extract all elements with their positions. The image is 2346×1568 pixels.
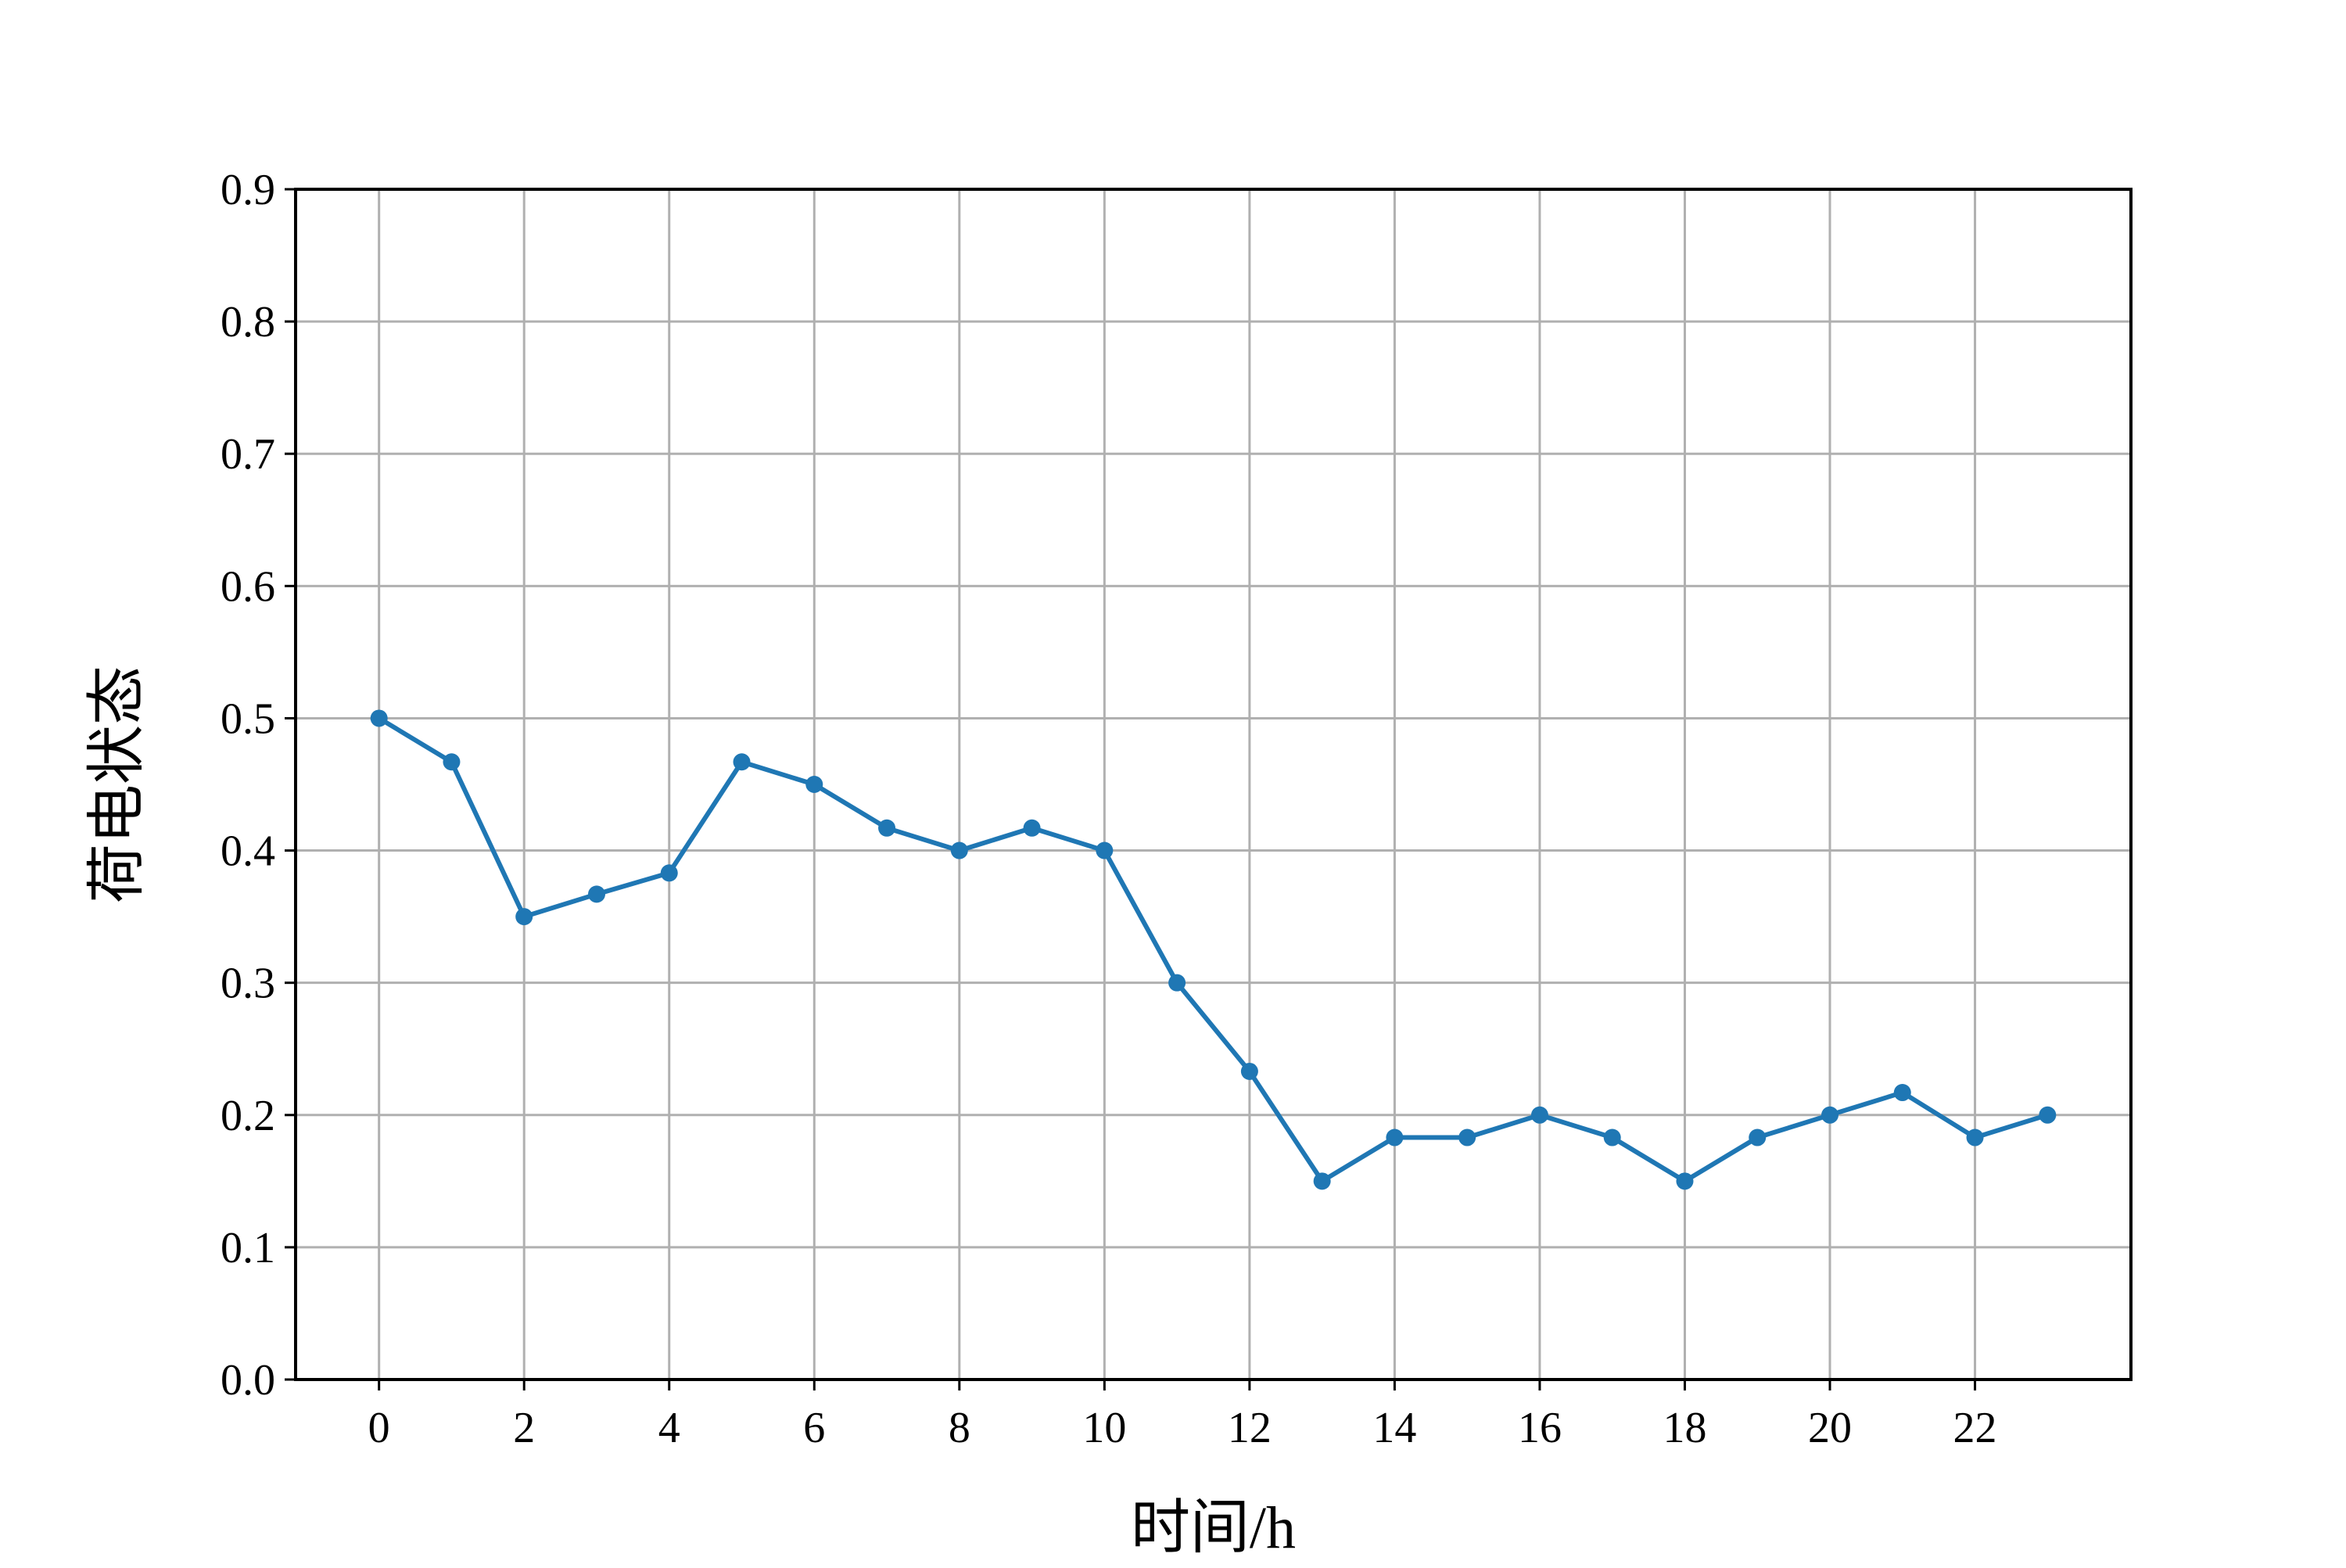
data-point <box>950 841 968 859</box>
x-tick-label: 8 <box>949 1404 970 1452</box>
data-point <box>1966 1128 1984 1146</box>
data-point <box>660 864 678 882</box>
data-point <box>2039 1106 2057 1124</box>
x-tick-label: 4 <box>658 1404 680 1452</box>
y-tick-label: 0.9 <box>221 166 275 214</box>
x-axis-label: 时间/h <box>1131 1495 1296 1561</box>
data-point <box>1749 1128 1767 1146</box>
data-point <box>1821 1106 1839 1124</box>
data-point <box>878 819 896 837</box>
y-axis-label: 荷电状态 <box>84 666 150 903</box>
data-point <box>587 885 605 903</box>
data-point <box>805 776 823 793</box>
data-point <box>1530 1106 1548 1124</box>
y-tick-label: 0.3 <box>221 960 275 1008</box>
x-tick-label: 10 <box>1082 1404 1126 1452</box>
series-layer <box>370 709 2057 1190</box>
data-point <box>733 753 751 771</box>
x-tick-label: 6 <box>803 1404 825 1452</box>
data-point <box>515 908 533 926</box>
x-tick-label: 20 <box>1808 1404 1852 1452</box>
y-tick-label: 0.7 <box>221 430 275 479</box>
data-point <box>1458 1128 1476 1146</box>
x-tick-label: 14 <box>1372 1404 1416 1452</box>
series-line <box>376 716 2050 1184</box>
x-tick-label: 12 <box>1228 1404 1272 1452</box>
y-tick-label: 0.0 <box>221 1356 275 1405</box>
data-point <box>443 753 461 771</box>
ticks: 0 2 4 6 8 10 12 14 16 18 20 22 0.0 0.1 0.2 0.3 0.4 0.5 0.6… <box>221 166 1997 1452</box>
data-point <box>1893 1084 1911 1102</box>
y-tick-label: 0.8 <box>221 298 275 346</box>
data-point <box>1240 1062 1258 1080</box>
data-point <box>1313 1172 1331 1190</box>
x-tick-label: 0 <box>368 1404 390 1452</box>
x-tick-label: 2 <box>513 1404 535 1452</box>
data-point <box>1386 1128 1404 1146</box>
y-tick-label: 0.5 <box>221 694 275 743</box>
y-tick-label: 0.2 <box>221 1092 275 1140</box>
data-point <box>1023 819 1041 837</box>
x-tick-label: 16 <box>1518 1404 1562 1452</box>
data-point <box>1168 974 1186 992</box>
data-point <box>370 709 388 727</box>
y-tick-label: 0.4 <box>221 827 275 876</box>
y-tick-label: 0.1 <box>221 1224 275 1272</box>
y-tick-label: 0.6 <box>221 562 275 611</box>
x-tick-label: 22 <box>1953 1404 1997 1452</box>
data-point <box>1096 841 1114 859</box>
data-point <box>1603 1128 1621 1146</box>
plot-frame <box>294 188 2133 1381</box>
x-tick-label: 18 <box>1663 1404 1706 1452</box>
data-point <box>1676 1172 1694 1190</box>
